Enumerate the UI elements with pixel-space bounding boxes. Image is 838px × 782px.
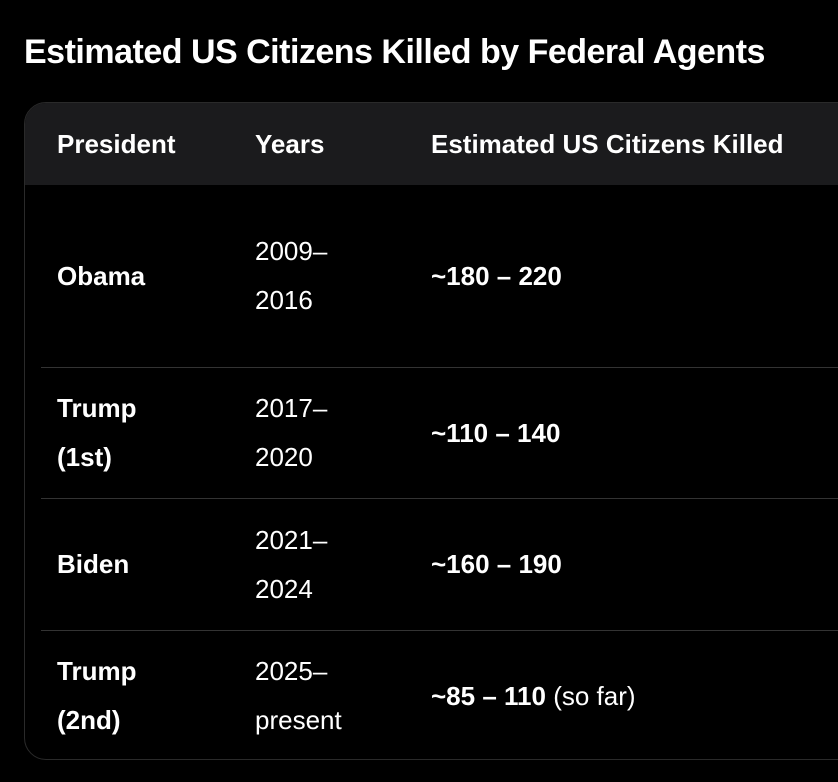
years-end: 2024: [255, 573, 313, 604]
years-start: 2021–: [255, 524, 328, 555]
president-cell: Trump (2nd): [57, 631, 137, 759]
president-cell: Biden: [57, 499, 129, 630]
president-name: Trump: [57, 393, 137, 423]
president-term: (1st): [57, 442, 112, 472]
data-table: President Years Estimated US Citizens Ki…: [24, 102, 838, 760]
table-row: Biden 2021– 2024 ~160 – 190: [41, 498, 838, 630]
president-cell: Obama: [57, 185, 145, 367]
table-row: Obama 2009– 2016 ~180 – 220: [41, 185, 838, 367]
years-start: 2025–: [255, 656, 328, 686]
years-cell: 2017– 2020: [255, 368, 327, 498]
column-header-estimate: Estimated US Citizens Killed: [431, 129, 784, 159]
table-row: Trump (2nd) 2025– present ~85 – 110 (so …: [41, 630, 838, 759]
estimate-cell: ~160 – 190: [431, 499, 562, 630]
president-name: Trump: [57, 656, 137, 686]
estimate-value: ~180 – 220: [431, 260, 562, 291]
estimate-value: ~85 – 110: [431, 680, 546, 711]
president-name: Biden: [57, 549, 130, 579]
years-end: 2020: [255, 442, 313, 472]
years-end: present: [255, 705, 342, 735]
column-header-years: Years: [255, 129, 325, 159]
page-title: Estimated US Citizens Killed by Federal …: [24, 33, 765, 71]
column-header-president: President: [57, 129, 176, 159]
president-cell: Trump (1st): [57, 368, 136, 498]
years-cell: 2021– 2024: [255, 499, 327, 630]
estimate-value: ~110 – 140: [431, 417, 561, 448]
years-start: 2009–: [255, 236, 328, 266]
table-row: Trump (1st) 2017– 2020 ~110 – 140: [41, 367, 838, 498]
estimate-cell: ~110 – 140: [431, 368, 560, 498]
estimate-cell: ~85 – 110 (so far): [431, 631, 636, 759]
president-term: (2nd): [57, 705, 121, 735]
years-cell: 2025– present: [255, 631, 342, 759]
estimate-value: ~160 – 190: [431, 549, 562, 579]
table-header-row: President Years Estimated US Citizens Ki…: [25, 103, 838, 185]
estimate-note: (so far): [553, 680, 636, 711]
years-start: 2017–: [255, 393, 328, 423]
president-name: Obama: [57, 260, 146, 291]
years-end: 2016: [255, 285, 313, 315]
estimate-cell: ~180 – 220: [431, 185, 562, 367]
years-cell: 2009– 2016: [255, 185, 327, 367]
